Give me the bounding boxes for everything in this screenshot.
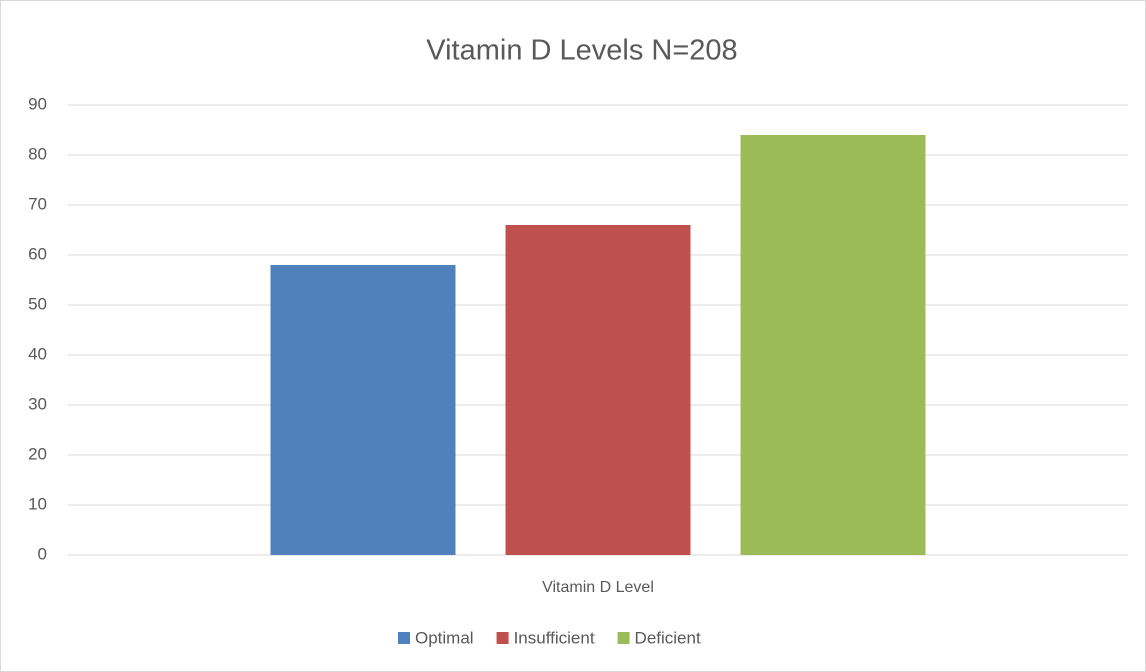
y-tick-label: 20 (28, 444, 47, 463)
legend-label: Optimal (415, 628, 474, 647)
legend-swatch (617, 632, 630, 644)
bar (505, 225, 691, 555)
legend-label: Deficient (635, 628, 701, 647)
y-tick-label: 60 (28, 244, 47, 263)
legend-swatch (496, 632, 509, 644)
y-tick-label: 30 (28, 394, 47, 413)
y-tick-label: 70 (28, 194, 47, 213)
bar (270, 265, 456, 555)
chart-title: Vitamin D Levels N=208 (426, 35, 737, 67)
y-tick-label: 40 (28, 344, 47, 363)
legend-label: Insufficient (514, 628, 595, 647)
y-tick-label: 0 (38, 544, 47, 563)
y-tick-label: 80 (28, 144, 47, 163)
legend-swatch (398, 632, 410, 644)
y-tick-label: 50 (28, 294, 47, 313)
y-tick-label: 10 (28, 494, 47, 513)
bar (740, 135, 926, 555)
y-tick-label: 90 (28, 94, 47, 113)
x-axis-label: Vitamin D Level (542, 579, 654, 596)
